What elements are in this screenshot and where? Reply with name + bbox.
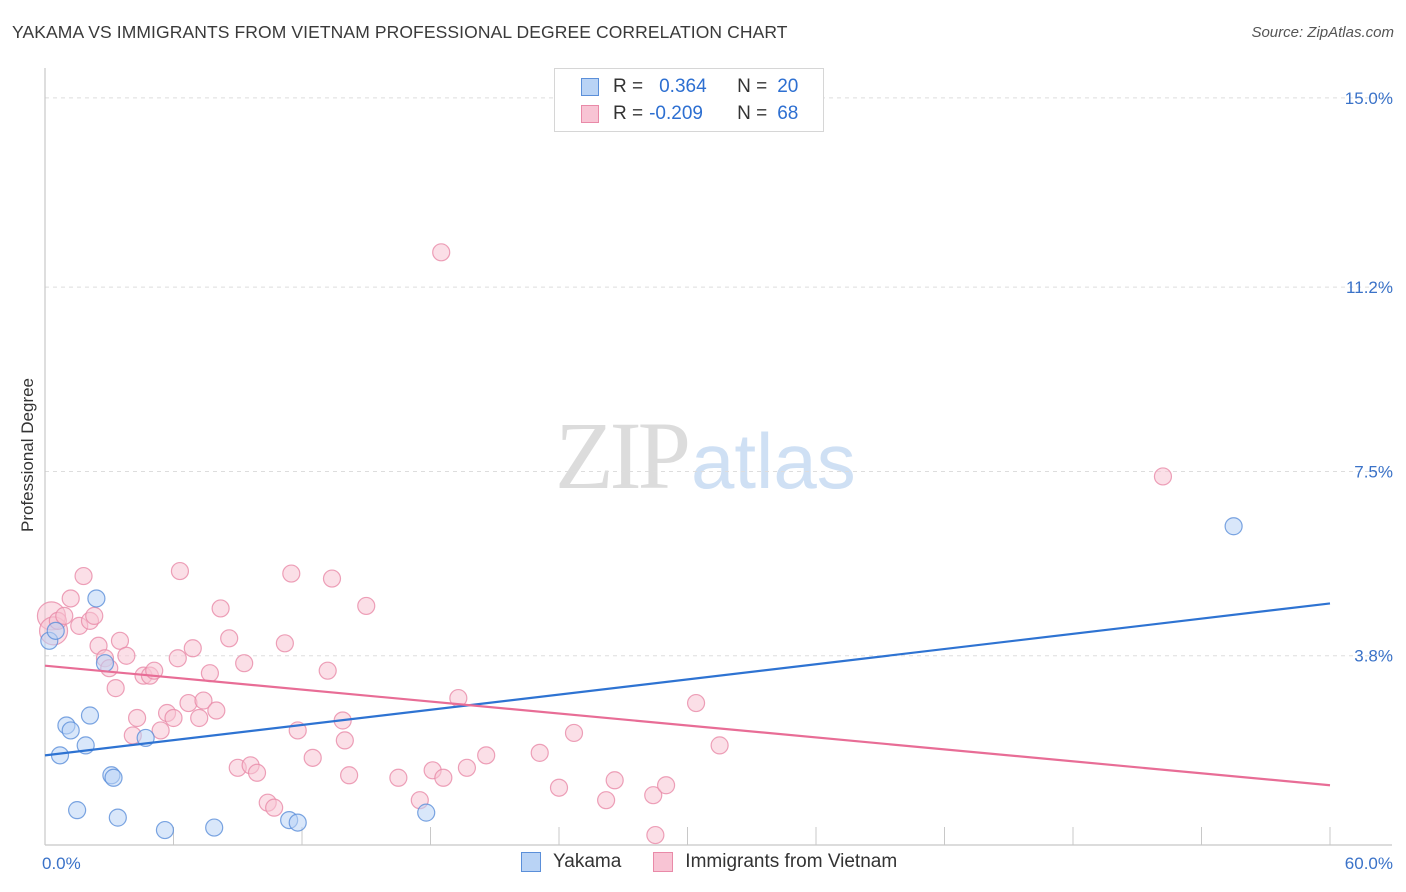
point-vietnam bbox=[335, 731, 354, 750]
point-yakama bbox=[108, 808, 127, 827]
point-vietnam bbox=[340, 766, 359, 785]
legend-n-label: N = bbox=[737, 103, 768, 124]
legend-r-value: -0.209 bbox=[649, 103, 703, 124]
source-credit: Source: ZipAtlas.com bbox=[1251, 24, 1394, 41]
point-vietnam bbox=[200, 664, 220, 683]
point-vietnam bbox=[194, 691, 213, 710]
point-vietnam bbox=[1153, 467, 1173, 486]
point-vietnam bbox=[457, 758, 477, 777]
data-points bbox=[36, 243, 1243, 845]
point-vietnam bbox=[164, 708, 183, 728]
axes bbox=[44, 68, 1392, 846]
x-tick-label: 60.0% bbox=[1345, 854, 1393, 873]
point-vietnam bbox=[220, 629, 239, 648]
point-vietnam bbox=[127, 708, 147, 728]
point-yakama bbox=[205, 818, 224, 837]
point-vietnam bbox=[303, 748, 322, 767]
point-vietnam bbox=[117, 646, 136, 665]
series-legend-item-vietnam: Immigrants from Vietnam bbox=[653, 851, 897, 873]
series-legend-label-yakama: Yakama bbox=[553, 851, 622, 872]
watermark: ZIPatlas bbox=[555, 400, 856, 511]
point-vietnam bbox=[61, 589, 80, 608]
point-vietnam bbox=[275, 634, 294, 653]
legend-n-value: 20 bbox=[777, 76, 799, 97]
series-legend-item-yakama: Yakama bbox=[521, 851, 621, 873]
point-vietnam bbox=[235, 654, 254, 673]
point-yakama bbox=[95, 654, 115, 673]
point-vietnam bbox=[564, 723, 584, 743]
point-vietnam bbox=[190, 708, 209, 728]
point-vietnam bbox=[106, 679, 125, 698]
series-legend: Yakama Immigrants from Vietnam bbox=[521, 851, 929, 873]
point-yakama bbox=[80, 706, 100, 725]
point-vietnam bbox=[183, 639, 202, 658]
legend-row-yakama: R = 0.364 N = 20 bbox=[581, 75, 798, 99]
point-yakama bbox=[417, 803, 436, 822]
legend-swatch-yakama bbox=[581, 78, 599, 96]
point-vietnam bbox=[432, 243, 451, 262]
grid-lines bbox=[45, 97, 1392, 657]
point-vietnam bbox=[318, 661, 337, 680]
tick-labels: 3.8% 7.5% 11.2% 15.0% 0.0% 60.0% bbox=[42, 89, 1393, 873]
stats-legend: R = 0.364 N = 20 R = -0.209 N = 68 bbox=[554, 68, 824, 132]
legend-swatch-vietnam bbox=[581, 105, 599, 123]
legend-r-label: R = bbox=[613, 76, 644, 97]
legend-row-vietnam: R = -0.209 N = 68 bbox=[581, 102, 798, 126]
point-vietnam bbox=[434, 768, 453, 787]
trend-line-vietnam bbox=[44, 664, 1331, 787]
point-yakama bbox=[288, 813, 307, 832]
point-vietnam bbox=[322, 569, 342, 588]
point-yakama bbox=[61, 721, 80, 740]
series-legend-swatch-vietnam bbox=[653, 852, 674, 872]
trend-line-yakama bbox=[44, 602, 1331, 757]
point-vietnam bbox=[710, 736, 729, 755]
point-vietnam bbox=[85, 606, 104, 625]
legend-r-label: R = bbox=[613, 103, 644, 124]
point-vietnam bbox=[477, 746, 496, 765]
point-vietnam bbox=[211, 599, 230, 618]
legend-r-value: 0.364 bbox=[659, 76, 707, 97]
series-legend-label-vietnam: Immigrants from Vietnam bbox=[685, 851, 898, 872]
point-vietnam bbox=[597, 791, 616, 810]
watermark-atlas: atlas bbox=[691, 417, 856, 505]
y-tick-label: 3.8% bbox=[1354, 647, 1393, 666]
point-yakama bbox=[68, 801, 87, 820]
point-vietnam bbox=[168, 649, 187, 668]
point-vietnam bbox=[207, 701, 226, 720]
watermark-zip: ZIP bbox=[555, 402, 691, 509]
legend-n-value: 68 bbox=[777, 103, 799, 124]
trend-lines bbox=[44, 602, 1331, 787]
series-legend-swatch-yakama bbox=[521, 852, 541, 872]
y-tick-label: 11.2% bbox=[1346, 278, 1393, 297]
point-vietnam bbox=[282, 564, 301, 583]
point-vietnam bbox=[55, 606, 74, 625]
y-tick-label: 15.0% bbox=[1345, 89, 1393, 108]
legend-n-label: N = bbox=[737, 76, 768, 97]
point-vietnam bbox=[605, 771, 624, 790]
point-yakama bbox=[1224, 517, 1243, 536]
point-vietnam bbox=[151, 721, 170, 740]
x-tick-label: 0.0% bbox=[42, 854, 81, 873]
point-yakama bbox=[46, 621, 65, 640]
point-yakama bbox=[155, 820, 175, 840]
point-vietnam bbox=[247, 763, 267, 782]
point-vietnam bbox=[357, 596, 376, 616]
point-vietnam bbox=[646, 825, 665, 845]
point-vietnam bbox=[389, 768, 408, 787]
chart-title: YAKAMA VS IMMIGRANTS FROM VIETNAM PROFES… bbox=[12, 22, 788, 42]
point-vietnam bbox=[170, 561, 190, 581]
point-vietnam bbox=[686, 693, 706, 713]
y-tick-label: 7.5% bbox=[1354, 462, 1393, 481]
point-yakama bbox=[104, 768, 123, 787]
point-vietnam bbox=[530, 743, 549, 762]
point-vietnam bbox=[74, 566, 93, 586]
point-vietnam bbox=[265, 798, 284, 817]
point-vietnam bbox=[179, 693, 198, 713]
point-vietnam bbox=[549, 778, 569, 797]
point-vietnam bbox=[644, 786, 663, 805]
point-vietnam bbox=[656, 776, 676, 795]
point-yakama bbox=[87, 589, 106, 608]
